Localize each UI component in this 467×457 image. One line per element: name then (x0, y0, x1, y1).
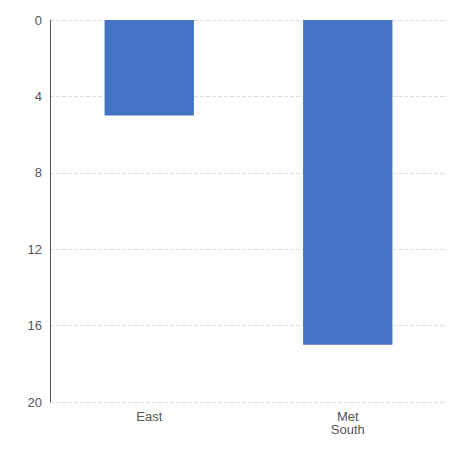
svg-text:0: 0 (35, 13, 42, 28)
svg-text:East: East (136, 409, 162, 424)
svg-text:4: 4 (35, 89, 42, 104)
svg-text:16: 16 (28, 318, 42, 333)
svg-text:South: South (331, 422, 365, 437)
svg-text:Met: Met (336, 409, 359, 424)
svg-text:20: 20 (28, 395, 42, 410)
svg-text:12: 12 (28, 242, 42, 257)
svg-text:8: 8 (35, 165, 42, 180)
